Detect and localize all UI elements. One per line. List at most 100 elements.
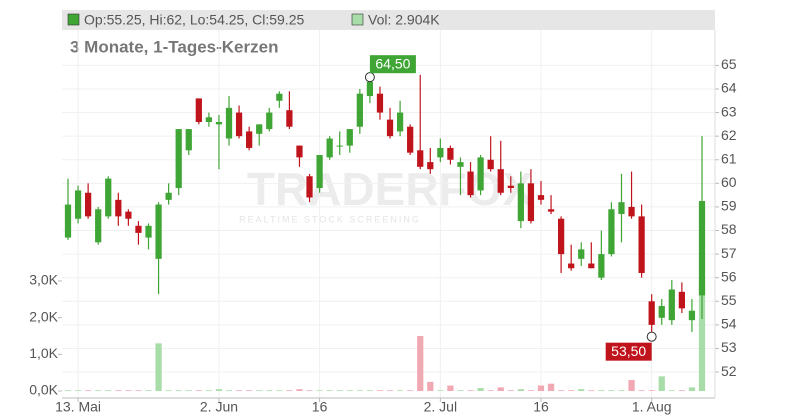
volume-bar (547, 383, 555, 392)
candle-body (125, 211, 132, 219)
volume-bar (356, 390, 363, 392)
candle-body (185, 129, 192, 151)
extreme-label: 64,50 (375, 55, 410, 71)
candle-body (407, 126, 414, 153)
y-tick-label: 53 (721, 339, 737, 355)
volume-bar (266, 390, 273, 392)
y-tick-label: 59 (721, 198, 737, 214)
volume-bar (578, 389, 585, 392)
volume-bar (437, 390, 444, 392)
candle-body (527, 183, 535, 222)
header-volume: Vol: 2.904K (368, 12, 440, 28)
candle-body (618, 202, 625, 214)
candle-body (366, 81, 374, 97)
volume-bar (407, 390, 414, 392)
y-tick-label: 57 (721, 245, 737, 261)
volume-bar (235, 390, 243, 392)
candle-body (598, 254, 605, 278)
candle-body (356, 93, 363, 127)
volume-bar (588, 390, 595, 392)
volume-bar (125, 390, 132, 392)
candle-body (256, 124, 263, 134)
volume-bar (346, 390, 353, 392)
volume-bar (85, 390, 92, 392)
volume-bar (145, 390, 152, 392)
volume-bar (366, 390, 374, 392)
candle-body (115, 199, 122, 217)
watermark-sub: REALTIME STOCK SCREENING (239, 214, 421, 224)
candle-body (276, 93, 283, 101)
candle-body (135, 225, 142, 233)
subtitle: 3 Monate, 1-Tages-Kerzen (70, 37, 278, 56)
volume-bar (557, 390, 565, 392)
x-tick-label: 1. Aug (632, 399, 672, 415)
volume-bar (517, 389, 524, 392)
volume-bar (467, 390, 474, 392)
candle-body (537, 195, 545, 200)
candle-body (235, 112, 243, 137)
candle-body (497, 169, 504, 193)
volume-bar (195, 390, 202, 392)
candle-body (427, 162, 434, 170)
candle-body (578, 249, 585, 259)
volume-bar (678, 390, 685, 392)
candle-body (296, 145, 303, 158)
volume-bar (306, 390, 313, 392)
candle-body (376, 93, 384, 113)
y2-tick-label: 3,0K (29, 272, 58, 288)
volume-bar (115, 390, 122, 392)
volume-bar (376, 390, 384, 392)
x-tick-label: 16 (312, 399, 328, 415)
candle-body (658, 306, 665, 318)
candle-body (517, 183, 524, 222)
candle-body (175, 129, 182, 189)
volume-bar (477, 388, 484, 392)
candle-body (105, 178, 112, 217)
volume-bar (537, 385, 545, 392)
candle-body (266, 112, 273, 130)
volume-bar (296, 389, 303, 392)
volume-bar (316, 390, 323, 392)
volume-bar (608, 390, 615, 392)
volume-bar (396, 390, 404, 392)
volume-bar (135, 390, 142, 392)
y-tick-label: 63 (721, 103, 737, 119)
x-tick-label: 16 (533, 399, 549, 415)
y-tick-label: 65 (721, 56, 737, 72)
candle-body (608, 209, 615, 255)
volume-bar (427, 381, 434, 392)
candle-body (306, 176, 313, 198)
y-tick-label: 55 (721, 292, 737, 308)
header-ohlc: Op:55.25, Hi:62, Lo:54.25, Cl:59.25 (84, 12, 304, 28)
candle-body (155, 204, 162, 259)
volume-bar (256, 390, 263, 392)
candle-body (648, 301, 655, 325)
candle-body (396, 112, 404, 132)
extreme-marker (364, 72, 375, 83)
volume-bar (165, 390, 172, 392)
candle-body (437, 147, 444, 158)
volume-swatch (351, 13, 364, 26)
candle-body (557, 218, 565, 255)
volume-bar (688, 387, 696, 392)
volume-bar (276, 390, 283, 392)
volume-bar (568, 390, 575, 392)
candle-body (688, 310, 696, 321)
x-tick-label: 2. Jul (424, 399, 457, 415)
volume-bar (225, 390, 233, 392)
volume-bar (497, 387, 504, 392)
volume-bar (155, 343, 162, 392)
y-tick-label: 62 (721, 127, 737, 143)
candle-body (165, 192, 172, 200)
candle-body (74, 190, 82, 219)
candle-body (215, 122, 223, 125)
candle-body (668, 289, 675, 321)
y-tick-label: 60 (721, 174, 737, 190)
extreme-label: 53,50 (611, 343, 646, 359)
candle-body (678, 291, 685, 309)
candle-body (628, 206, 635, 217)
y-tick-label: 54 (721, 316, 737, 332)
extreme-marker (646, 331, 657, 342)
candle-body (205, 117, 213, 122)
